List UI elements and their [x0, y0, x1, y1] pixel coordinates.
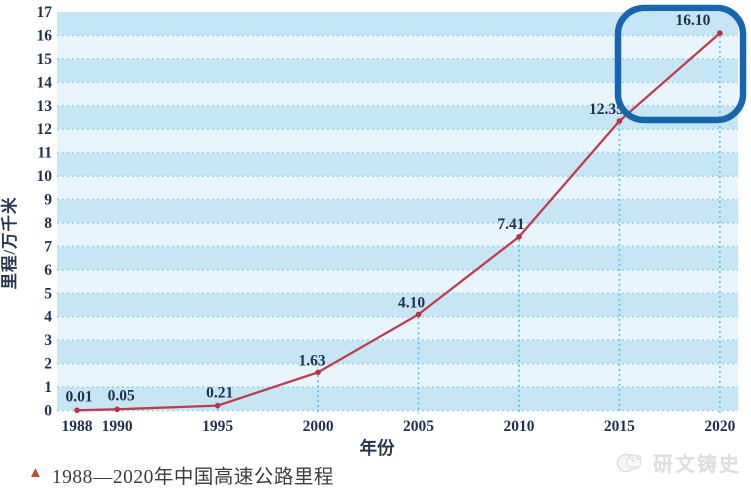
y-tick-label: 14	[37, 74, 53, 91]
y-tick-label: 16	[37, 27, 53, 44]
data-point-label: 1.63	[299, 352, 326, 369]
grid-stripe	[57, 387, 738, 411]
data-point-label: 12.35	[589, 101, 624, 118]
x-tick-label: 2010	[503, 418, 534, 435]
data-point-marker	[214, 402, 221, 409]
grid-stripe	[57, 152, 738, 177]
grid-stripe	[57, 58, 738, 83]
data-point-marker	[717, 30, 723, 36]
watermark-text: 研文铸史	[653, 453, 741, 476]
y-tick-label: 10	[37, 168, 53, 185]
data-point-marker	[114, 406, 120, 413]
y-tick-label: 6	[44, 262, 52, 279]
data-point-label: 0.05	[108, 387, 135, 404]
y-axis-title: 里程/万千米	[0, 196, 19, 289]
data-point-marker	[616, 118, 623, 124]
data-point-labels-layer: 0.01 0.05 0.21 1.63 4.10 7.41 12.35 16.10	[65, 12, 710, 405]
panda-logo-icon	[616, 453, 642, 473]
y-tick-label: 3	[44, 332, 52, 349]
caption-triangle-marker: ▲	[28, 464, 43, 481]
y-tick-label: 0	[44, 403, 52, 420]
data-point-marker	[516, 234, 522, 240]
data-point-label: 16.10	[675, 12, 710, 29]
grid-stripe	[57, 176, 738, 200]
highlight-box	[614, 4, 747, 124]
data-point-label: 0.21	[206, 385, 233, 402]
vertical-drop-lines	[216, 36, 721, 414]
y-tick-label: 5	[44, 285, 52, 302]
grid-stripe	[57, 269, 738, 294]
grid-stripe	[57, 363, 738, 388]
grid-stripe	[57, 340, 738, 364]
grid-stripe	[57, 82, 738, 106]
figure-caption: ▲ 1988—2020年中国高速公路里程	[28, 460, 334, 488]
grid-stripe	[57, 246, 738, 270]
data-point-label: 7.41	[497, 216, 524, 233]
y-tick-label: 13	[37, 98, 53, 115]
y-tick-label: 9	[44, 192, 52, 209]
y-tick-label: 2	[44, 356, 52, 373]
x-tick-label: 1995	[202, 418, 233, 435]
plot-background-stripes	[57, 12, 738, 411]
grid-stripe	[57, 316, 738, 341]
grid-stripe	[57, 12, 738, 36]
grid-stripe	[57, 199, 738, 223]
y-tick-label: 8	[44, 215, 52, 232]
y-tick-label: 15	[37, 51, 53, 68]
annotation-layer	[614, 4, 747, 124]
y-tick-label: 4	[44, 309, 52, 326]
y-tick-label: 7	[44, 238, 52, 255]
y-tick-label: 12	[37, 121, 53, 138]
data-point-marker	[74, 407, 80, 414]
y-tick-label: 1	[44, 379, 52, 396]
series-layer	[74, 30, 723, 414]
x-tick-label: 1988	[62, 418, 93, 435]
caption-text: 1988—2020年中国高速公路里程	[51, 466, 334, 488]
watermark: 研文铸史	[615, 444, 741, 480]
data-point-marker	[415, 311, 422, 318]
x-tick-label: 2015	[604, 418, 635, 435]
y-tick-label: 11	[37, 145, 52, 162]
x-tick-label: 2000	[303, 418, 334, 435]
x-axis-title: 年份	[360, 438, 395, 458]
series-line	[75, 31, 722, 412]
data-point-label: 4.10	[398, 294, 425, 311]
x-tick-label: 2005	[403, 418, 434, 435]
x-tick-label: 1990	[102, 418, 133, 435]
x-tick-label: 2020	[704, 418, 735, 435]
grid-stripe	[57, 35, 738, 59]
grid-stripe	[57, 293, 738, 317]
data-point-marker	[315, 369, 321, 376]
grid-stripe	[57, 129, 738, 153]
grid-stripe	[57, 222, 738, 247]
data-point-label: 0.01	[65, 388, 92, 405]
y-tick-label: 17	[37, 4, 53, 21]
horizontal-gridlines	[57, 34, 738, 412]
grid-stripe	[57, 105, 738, 130]
